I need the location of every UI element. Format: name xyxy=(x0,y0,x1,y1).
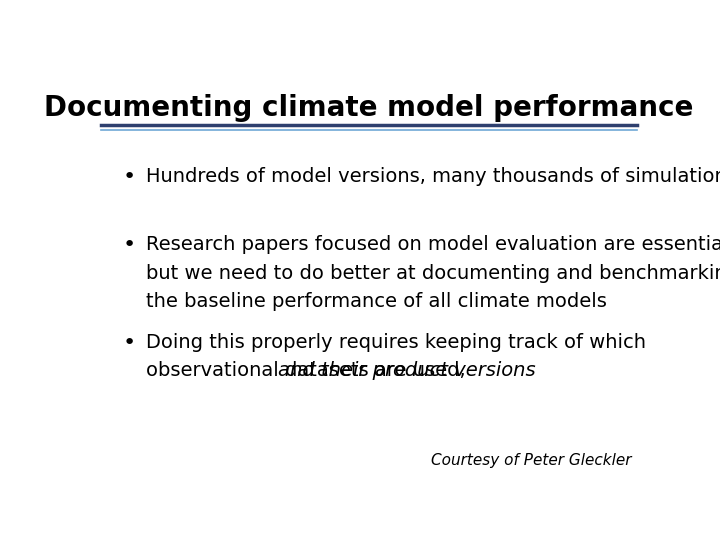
Text: Hundreds of model versions, many thousands of simulations: Hundreds of model versions, many thousan… xyxy=(145,167,720,186)
Text: Courtesy of Peter Gleckler: Courtesy of Peter Gleckler xyxy=(431,453,631,468)
Text: the baseline performance of all climate models: the baseline performance of all climate … xyxy=(145,292,607,311)
Text: •: • xyxy=(122,333,135,353)
Text: •: • xyxy=(122,167,135,187)
Text: observational datasets are used,: observational datasets are used, xyxy=(145,361,472,380)
Text: •: • xyxy=(122,235,135,255)
Text: but we need to do better at documenting and benchmarking: but we need to do better at documenting … xyxy=(145,264,720,282)
Text: Doing this properly requires keeping track of which: Doing this properly requires keeping tra… xyxy=(145,333,646,352)
Text: Documenting climate model performance: Documenting climate model performance xyxy=(45,94,693,122)
Text: Research papers focused on model evaluation are essential,: Research papers focused on model evaluat… xyxy=(145,235,720,254)
Text: and their product versions: and their product versions xyxy=(279,361,536,380)
